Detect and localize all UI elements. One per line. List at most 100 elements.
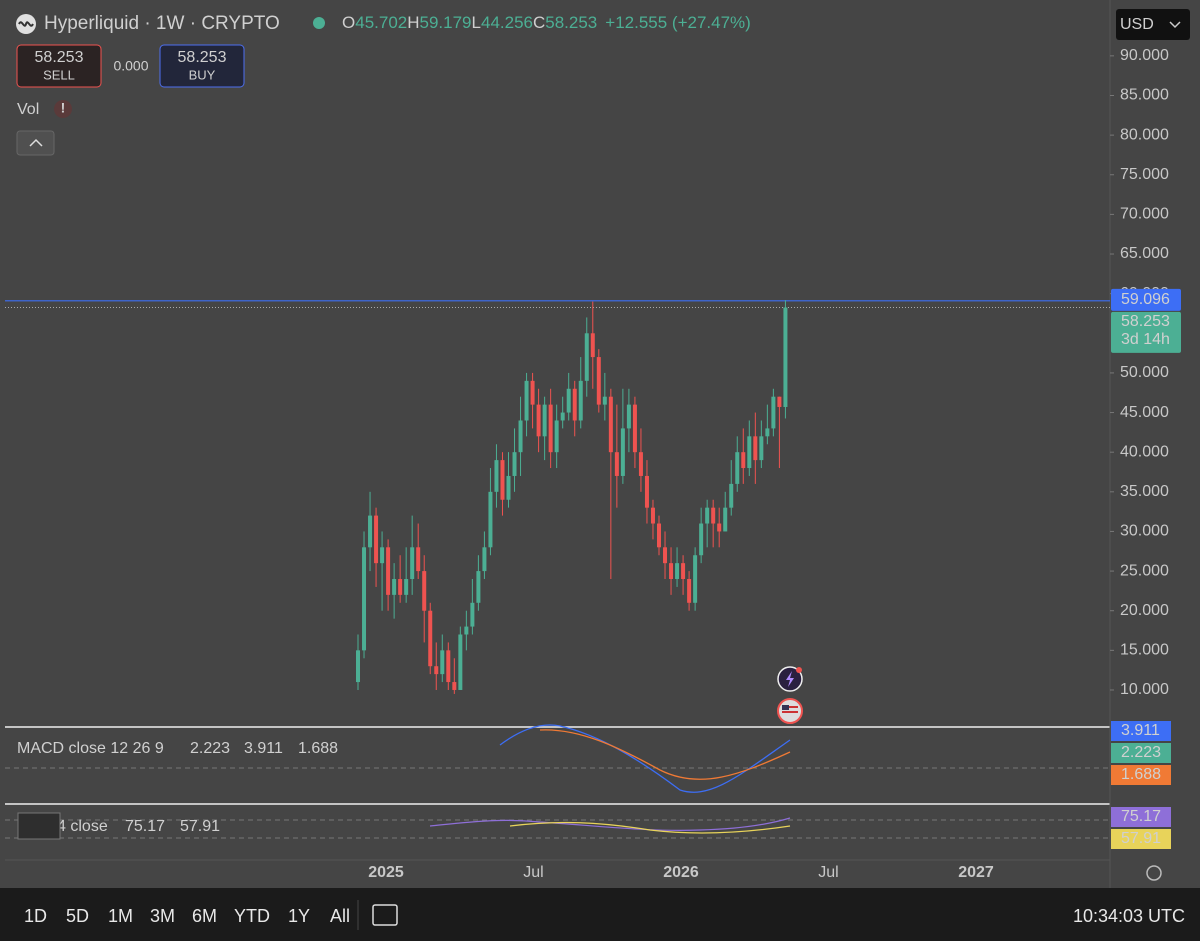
- candle-body: [663, 547, 668, 564]
- candle-body: [380, 547, 385, 564]
- range-button[interactable]: 3M: [150, 906, 175, 926]
- range-button[interactable]: YTD: [234, 906, 270, 926]
- volume-label: Vol: [17, 101, 39, 118]
- collapse-button[interactable]: [16, 130, 55, 156]
- indicator-icon[interactable]: [17, 812, 61, 840]
- candle-body: [440, 650, 445, 675]
- candle-body: [524, 380, 529, 421]
- candle-body: [771, 396, 776, 429]
- range-button[interactable]: 6M: [192, 906, 217, 926]
- candle-body: [717, 523, 722, 532]
- candle-body: [626, 404, 631, 429]
- logo-glyph: [18, 21, 34, 27]
- rsi-value: 57.91: [180, 818, 220, 835]
- range-button[interactable]: All: [330, 906, 350, 926]
- candle-body: [620, 428, 625, 476]
- date-range-icon[interactable]: [372, 904, 398, 926]
- alert-icon[interactable]: [54, 100, 72, 118]
- x-tick-label: Jul: [818, 864, 838, 881]
- candle-body: [392, 579, 397, 595]
- candle-body: [693, 555, 698, 603]
- chevron-up: [29, 138, 43, 147]
- flag-stripe: [782, 706, 798, 708]
- candle-body: [759, 436, 764, 461]
- rsi-badge: [1111, 829, 1171, 849]
- y-tick-label: 85.000: [1120, 87, 1169, 104]
- macd-badge: [1111, 765, 1171, 785]
- candle-body: [488, 491, 493, 548]
- y-tick-label: 35.000: [1120, 483, 1169, 500]
- x-tick-label: 2026: [663, 864, 699, 881]
- range-button[interactable]: 1Y: [288, 906, 310, 926]
- candle-body: [602, 396, 607, 405]
- alert-mark[interactable]: !: [61, 100, 66, 116]
- x-tick-label: Jul: [523, 864, 543, 881]
- signal-line: [539, 729, 791, 780]
- candle-body: [512, 452, 517, 476]
- candle-body: [711, 507, 716, 524]
- last-price-badge: [1111, 311, 1181, 353]
- candle-body: [578, 380, 583, 421]
- buy-price[interactable]: 58.253: [178, 49, 227, 66]
- sell-price[interactable]: 58.253: [35, 49, 84, 66]
- candle-body: [687, 579, 692, 603]
- candle-body: [518, 420, 523, 453]
- range-button[interactable]: 1D: [24, 906, 47, 926]
- candle-body: [560, 412, 565, 421]
- countdown: 3d 14h: [1121, 331, 1170, 348]
- price-line-label: 59.096: [1121, 291, 1170, 308]
- buy-button[interactable]: [159, 44, 245, 88]
- macd-badge-label: 1.688: [1121, 766, 1161, 783]
- y-tick-label: 20.000: [1120, 602, 1169, 619]
- currency-label[interactable]: USD: [1120, 16, 1154, 33]
- candle-body: [638, 452, 643, 476]
- macd-value: 3.911: [244, 740, 283, 757]
- candle-body: [572, 388, 577, 421]
- candle-body: [422, 571, 427, 611]
- macd-title: MACD close 12 26 9: [17, 740, 164, 757]
- sell-label[interactable]: SELL: [43, 67, 75, 82]
- candle-body: [374, 515, 379, 564]
- candle-body: [723, 507, 728, 532]
- candle-body: [584, 333, 589, 381]
- macd-badge-label: 2.223: [1121, 744, 1161, 761]
- candle-body: [446, 650, 451, 683]
- ohlc-key: C: [533, 13, 545, 32]
- settings-icon[interactable]: [1146, 865, 1162, 881]
- candle-body: [452, 682, 457, 690]
- candle-body: [386, 547, 391, 595]
- candle-body: [470, 602, 475, 627]
- y-tick-label: 40.000: [1120, 443, 1169, 460]
- candle-body: [398, 579, 403, 595]
- candle-body: [476, 571, 481, 603]
- symbol-title: Hyperliquid · 1W · CRYPTO: [44, 13, 280, 34]
- x-tick-label: 2027: [958, 864, 994, 881]
- macd-badge: [1111, 743, 1171, 763]
- candle-body: [765, 428, 770, 437]
- ohlc-value: 59.179: [420, 13, 472, 32]
- y-tick-label: 30.000: [1120, 523, 1169, 540]
- candle-body: [705, 507, 710, 524]
- ohlc-key: H: [407, 13, 419, 32]
- currency-select[interactable]: [1116, 9, 1190, 40]
- candle-body: [783, 307, 788, 407]
- candle-body: [362, 547, 367, 651]
- rsi-badge: [1111, 807, 1171, 827]
- range-button[interactable]: 1M: [108, 906, 133, 926]
- y-tick-label: 10.000: [1120, 681, 1169, 698]
- candle-body: [434, 666, 439, 675]
- range-button[interactable]: 5D: [66, 906, 89, 926]
- candle-body: [464, 626, 469, 635]
- clock: 10:34:03 UTC: [1073, 906, 1185, 926]
- y-tick-label: 65.000: [1120, 245, 1169, 262]
- y-tick-label: 15.000: [1120, 642, 1169, 659]
- candle-body: [530, 380, 535, 405]
- buy-label[interactable]: BUY: [189, 67, 216, 82]
- candle-body: [675, 563, 680, 580]
- sell-button[interactable]: [16, 44, 102, 88]
- y-tick-label: 25.000: [1120, 562, 1169, 579]
- y-tick-label: 70.000: [1120, 206, 1169, 223]
- ohlc-value: 44.256: [481, 13, 533, 32]
